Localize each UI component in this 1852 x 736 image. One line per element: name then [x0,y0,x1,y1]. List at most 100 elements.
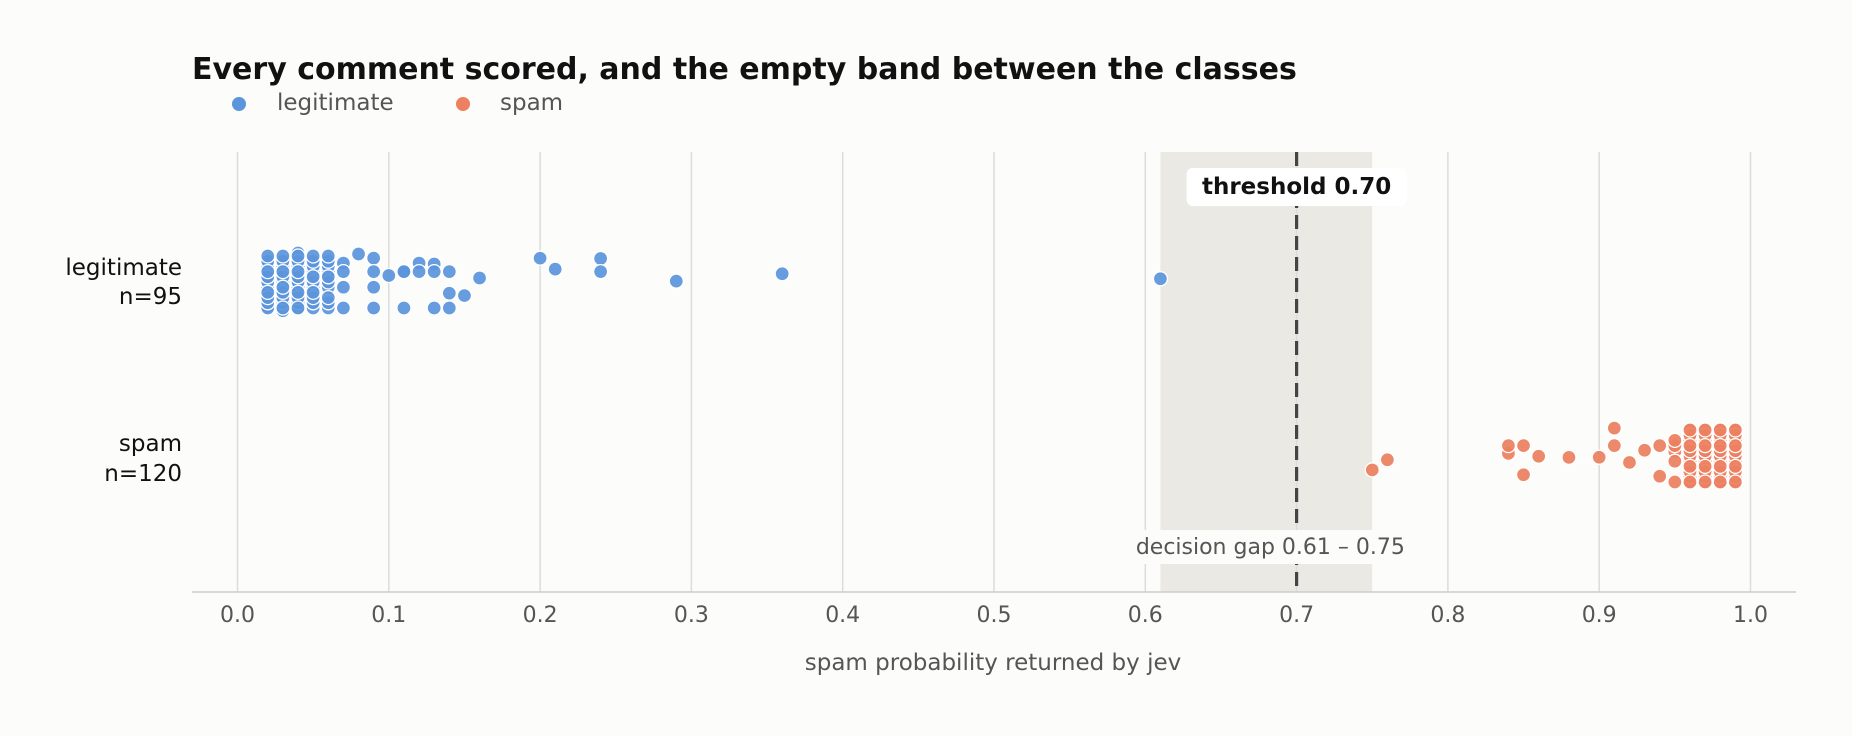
point-spam [1621,454,1638,471]
y-count-legitimate: n=95 [119,284,182,310]
point-spam [1500,437,1517,454]
point-spam [1712,437,1728,454]
x-tick-label: 0.0 [220,603,255,628]
point-spam [1667,432,1683,449]
point-spam [1606,437,1622,454]
point-legitimate [290,263,306,280]
point-legitimate [592,263,609,280]
point-spam [1591,449,1607,465]
legend-marker-spam [456,97,470,111]
chart-title: Every comment scored, and the empty band… [192,52,1297,87]
x-tick-label: 1.0 [1733,603,1768,628]
point-legitimate [275,300,291,316]
point-spam [1727,437,1744,454]
x-tick-label: 0.6 [1128,603,1163,628]
point-legitimate [290,300,306,316]
x-tick-label: 0.5 [977,603,1012,628]
point-legitimate [275,279,291,295]
x-tick-label: 0.2 [523,603,558,628]
point-legitimate [260,263,276,280]
x-tick-label: 0.1 [371,603,406,628]
gridlines [236,152,1752,592]
point-spam [1652,437,1668,454]
point-spam [1606,420,1622,436]
point-spam [1561,449,1577,466]
point-legitimate [396,263,412,280]
y-category-labels: legitimate n=95 spam n=120 [65,255,182,487]
point-spam [1727,474,1744,490]
point-legitimate [366,250,382,266]
point-spam [1636,442,1653,458]
point-legitimate [275,263,291,280]
point-legitimate [532,250,548,266]
point-spam [1682,474,1698,490]
point-spam [1531,448,1547,464]
point-spam [1697,437,1713,454]
point-legitimate [774,266,790,282]
point-spam [1682,458,1698,475]
point-legitimate [396,300,412,316]
point-spam [1697,458,1713,475]
point-spam [1667,453,1683,469]
point-legitimate [381,267,397,284]
point-spam [1697,422,1713,438]
point-legitimate [290,284,306,301]
point-legitimate [426,300,442,316]
point-spam [1667,474,1683,490]
threshold-label-box [1186,168,1407,206]
gap-label-box [1120,530,1421,564]
point-legitimate [290,248,306,264]
point-legitimate [305,284,321,301]
point-legitimate [426,263,442,280]
x-tick-label: 0.9 [1582,603,1617,628]
point-legitimate [335,279,352,295]
point-legitimate [305,269,321,285]
point-legitimate [260,284,276,301]
point-spam [1727,458,1744,475]
point-legitimate [320,269,336,285]
point-legitimate [260,248,276,264]
point-spam [1515,437,1532,454]
point-spam [1697,474,1713,490]
point-spam [1379,452,1396,468]
x-tick-label: 0.7 [1279,603,1314,628]
point-legitimate [441,263,457,280]
point-legitimate [441,300,457,316]
point-spam [1515,467,1532,483]
gap-label: decision gap 0.61 – 0.75 [1136,535,1405,560]
point-legitimate [320,289,336,306]
point-legitimate [275,248,291,264]
point-legitimate [350,246,367,262]
point-spam [1712,458,1728,475]
points-layer [260,245,1744,490]
point-spam [1712,422,1728,438]
y-label-legitimate: legitimate [65,255,182,281]
point-spam [1682,437,1698,454]
point-spam [1652,468,1668,484]
x-axis-label: spam probability returned by jev [805,650,1181,676]
point-legitimate [305,248,321,264]
y-label-spam: spam [119,431,182,457]
y-count-spam: n=120 [104,461,182,487]
point-legitimate [592,250,609,267]
point-legitimate [366,279,382,295]
annotations-layer: threshold 0.70 decision gap 0.61 – 0.75 [1120,152,1421,592]
point-legitimate [335,300,352,316]
point-legitimate [456,287,473,304]
point-legitimate [441,285,457,301]
x-tick-label: 0.4 [825,603,860,628]
point-spam [1727,422,1744,438]
point-legitimate [366,263,382,280]
point-legitimate [320,248,336,264]
point-legitimate [366,300,382,316]
x-axis: 0.0 0.1 0.2 0.3 0.4 0.5 0.6 0.7 0.8 0.9 1.0 [192,591,1796,628]
legend-label-spam: spam [500,90,563,116]
point-spam [1364,462,1380,478]
legend-label-legitimate: legitimate [277,90,394,116]
x-tick-label: 0.8 [1430,603,1465,628]
point-legitimate [411,263,427,280]
threshold-label: threshold 0.70 [1202,174,1391,200]
x-tick-label: 0.3 [674,603,709,628]
point-spam [1682,422,1698,438]
